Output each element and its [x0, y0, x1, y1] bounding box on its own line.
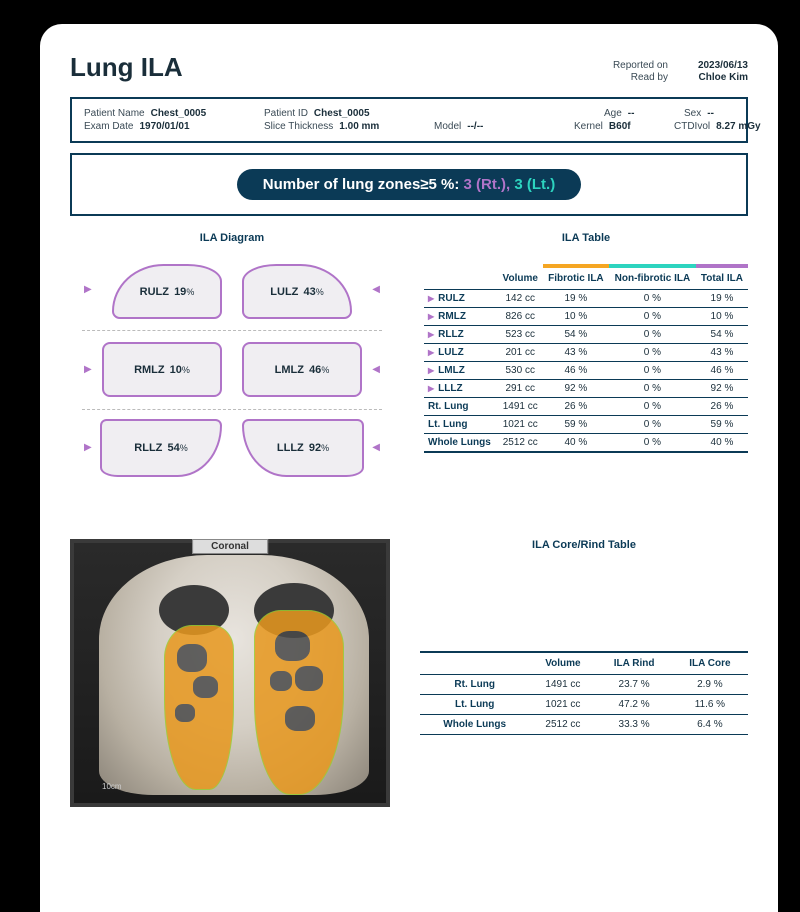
model-label: Model: [434, 121, 461, 132]
readby-value: Chloe Kim: [688, 72, 748, 83]
table-row: ▶RMLZ826 cc10 %0 %10 %: [424, 308, 748, 326]
table-row: ▶LULZ201 cc43 %0 %43 %: [424, 344, 748, 362]
table-row: ▶LLLZ291 cc92 %0 %92 %: [424, 380, 748, 398]
core-rind-title: ILA Core/Rind Table: [420, 539, 748, 551]
core-rind-table: Volume ILA Rind ILA Core Rt. Lung1491 cc…: [420, 651, 748, 735]
lobe-rulz: RULZ 19%: [112, 264, 222, 319]
table-row: ▶RULZ142 cc19 %0 %19 %: [424, 290, 748, 308]
zones-rt-label: (Rt.),: [472, 176, 515, 193]
table-row: Whole Lungs2512 cc40 %0 %40 %: [424, 434, 748, 453]
lobe-lllz: LLLZ 92%: [242, 419, 364, 477]
scale-label: 10cm: [102, 782, 122, 791]
arrow-icon: ◀: [372, 442, 380, 453]
table-row: Lt. Lung1021 cc47.2 %11.6 %: [420, 695, 748, 715]
th-volume: Volume: [498, 268, 543, 290]
reported-label: Reported on: [610, 60, 668, 71]
lobe-rmlz: RMLZ 10%: [102, 342, 222, 397]
arrow-icon: ▶: [84, 284, 92, 295]
diagram-title: ILA Diagram: [70, 232, 394, 244]
report-meta: Reported on 2023/06/13 Read by Chloe Kim: [610, 59, 748, 83]
kernel-label: Kernel: [574, 121, 603, 132]
exam-date: 1970/01/01: [139, 121, 189, 132]
arrow-icon: ◀: [372, 284, 380, 295]
report-screen: Lung ILA Reported on 2023/06/13 Read by …: [40, 24, 778, 912]
kernel-value: B60f: [609, 121, 631, 132]
slice-value: 1.00 mm: [339, 121, 379, 132]
lobe-rllz: RLLZ 54%: [100, 419, 222, 477]
coronal-view: Coronal: [70, 539, 390, 807]
slice-label: Slice Thickness: [264, 121, 333, 132]
readby-label: Read by: [610, 72, 668, 83]
page-title: Lung ILA: [70, 52, 183, 83]
lobe-lulz: LULZ 43%: [242, 264, 352, 319]
table-row: ▶RLLZ523 cc54 %0 %54 %: [424, 326, 748, 344]
age-label: Age: [604, 108, 622, 119]
patient-id-label: Patient ID: [264, 108, 308, 119]
model-value: --/--: [467, 121, 483, 132]
table-row: Whole Lungs2512 cc33.3 %6.4 %: [420, 715, 748, 735]
exam-date-label: Exam Date: [84, 121, 133, 132]
table-row: ▶LMLZ530 cc46 %0 %46 %: [424, 362, 748, 380]
th-cr-volume: Volume: [529, 652, 596, 675]
age-value: --: [628, 108, 635, 119]
th-cr-rind: ILA Rind: [596, 652, 671, 675]
reported-value: 2023/06/13: [688, 60, 748, 71]
arrow-icon: ◀: [372, 364, 380, 375]
table-title: ILA Table: [424, 232, 748, 244]
sex-value: --: [707, 108, 714, 119]
zones-summary-box: Number of lung zones≥5 %: 3 (Rt.), 3 (Lt…: [70, 153, 748, 216]
table-row: Rt. Lung1491 cc26 %0 %26 %: [424, 398, 748, 416]
ila-table: Volume Fibrotic ILA Non-fibrotic ILA Tot…: [424, 264, 748, 453]
patient-name-label: Patient Name: [84, 108, 145, 119]
table-row: Rt. Lung1491 cc23.7 %2.9 %: [420, 675, 748, 695]
lobe-lmlz: LMLZ 46%: [242, 342, 362, 397]
ctdi-label: CTDIvol: [674, 121, 710, 132]
th-total: Total ILA: [696, 268, 748, 290]
coronal-image: 10cm: [74, 543, 386, 803]
sex-label: Sex: [684, 108, 701, 119]
arrow-icon: ▶: [84, 364, 92, 375]
arrow-icon: ▶: [84, 442, 92, 453]
zones-lt-label: (Lt.): [523, 176, 555, 193]
patient-id: Chest_0005: [314, 108, 370, 119]
th-nonfibrotic: Non-fibrotic ILA: [609, 268, 696, 290]
zones-rt-count: 3: [464, 176, 472, 193]
coronal-label: Coronal: [192, 539, 268, 554]
patient-info-box: Patient Name Chest_0005 Patient ID Chest_0…: [70, 97, 748, 143]
zones-pill: Number of lung zones≥5 %: 3 (Rt.), 3 (Lt…: [237, 169, 581, 200]
zones-prefix: Number of lung zones≥5 %:: [263, 176, 464, 193]
th-cr-core: ILA Core: [672, 652, 748, 675]
ctdi-value: 8.27 mGy: [716, 121, 760, 132]
zones-lt-count: 3: [514, 176, 522, 193]
tablet-frame: Lung ILA Reported on 2023/06/13 Read by …: [18, 0, 800, 912]
patient-name: Chest_0005: [151, 108, 207, 119]
th-fibrotic: Fibrotic ILA: [543, 268, 609, 290]
table-row: Lt. Lung1021 cc59 %0 %59 %: [424, 416, 748, 434]
ila-diagram: ▶ ◀ ▶ ◀ ▶ ◀ RULZ 19% LULZ 43% RMLZ 10% L…: [82, 264, 382, 489]
